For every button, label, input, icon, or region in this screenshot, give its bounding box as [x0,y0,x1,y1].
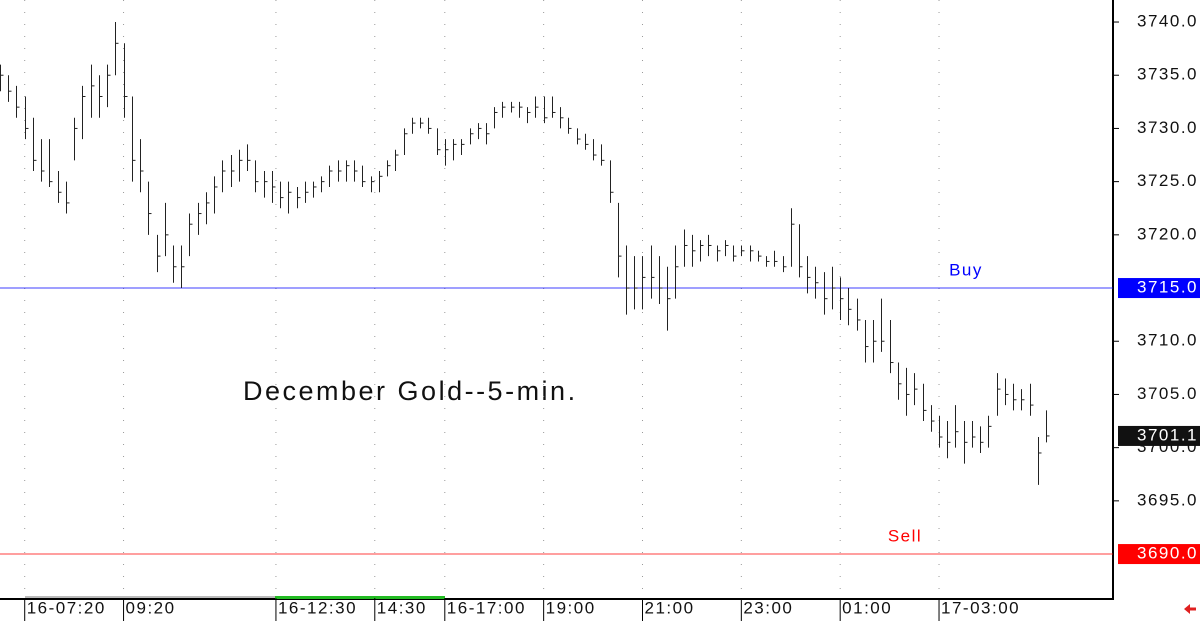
x-tick-label: 14:30 [377,598,427,617]
x-tick-label: 17-03:00 [941,598,1020,617]
scroll-arrow[interactable] [1184,604,1196,614]
price-box [1118,544,1200,565]
chart-annotation: December Gold--5-min. [243,376,578,406]
session-bar [25,596,275,598]
price-box [1118,278,1200,299]
y-tick-label: 3730.0 [1137,118,1198,137]
x-tick-label: 21:00 [644,598,694,617]
x-tick-label: 01:00 [842,598,892,617]
y-tick-label: 3725.0 [1137,171,1198,190]
x-tick-label: 19:00 [546,598,596,617]
y-tick-label: 3735.0 [1137,65,1198,84]
y-tick-label: 3695.0 [1137,490,1198,509]
reference-line-name: Sell [888,527,922,546]
price-box-label: 3715.0 [1137,278,1198,297]
x-tick-label: 16-12:30 [278,598,357,617]
y-tick-label: 3740.0 [1137,12,1198,31]
last-price-box [1118,425,1200,446]
y-tick-label: 3720.0 [1137,224,1198,243]
y-tick-label: 3710.0 [1137,331,1198,350]
session-bar [275,596,445,599]
reference-line-name: Buy [949,261,983,280]
x-tick-label: 16-07:20 [27,598,106,617]
last-price-label: 3701.1 [1137,425,1198,444]
y-tick-label: 3705.0 [1137,384,1198,403]
x-tick-label: 23:00 [743,598,793,617]
price-box-label: 3690.0 [1137,544,1198,563]
x-tick-label: 16-17:00 [447,598,526,617]
x-tick-label: 09:20 [126,598,176,617]
